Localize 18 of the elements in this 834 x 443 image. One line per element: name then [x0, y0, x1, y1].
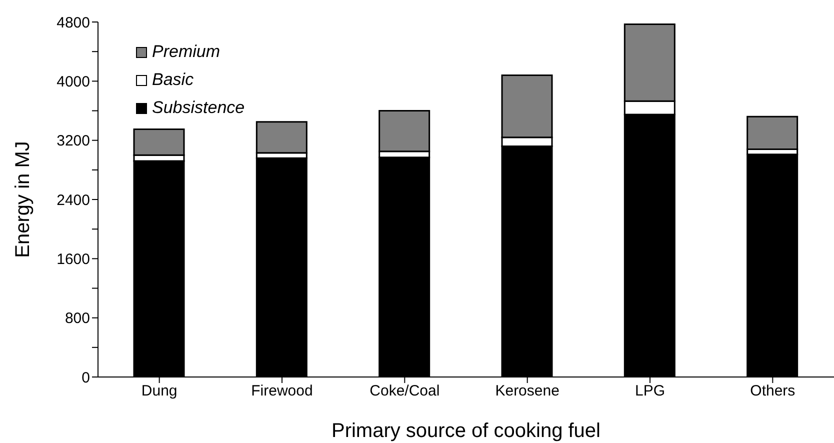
x-tick-label: LPG [634, 382, 666, 400]
x-tick-label: Coke/Coal [370, 382, 440, 400]
y-axis-title: Energy in MJ [12, 141, 34, 258]
y-tick-label: 4800 [56, 14, 90, 32]
y-tick-label: 0 [82, 369, 90, 386]
legend-label: Basic [152, 70, 194, 90]
x-tick-label: Others [750, 382, 796, 400]
x-axis-title: Primary source of cooking fuel [331, 420, 601, 442]
legend-label: Subsistence [152, 98, 245, 118]
x-tick-label: Kerosene [495, 382, 560, 400]
y-tick-label: 3200 [56, 132, 90, 150]
y-tick-label: 4000 [56, 73, 90, 90]
y-tick-label: 1600 [56, 250, 90, 268]
y-tick-label: 2400 [56, 192, 90, 209]
x-tick-label: Dung [141, 382, 178, 400]
x-tick-label: Firewood [251, 382, 313, 400]
y-tick-label: 800 [64, 310, 90, 328]
legend-label: Premium [152, 42, 220, 62]
